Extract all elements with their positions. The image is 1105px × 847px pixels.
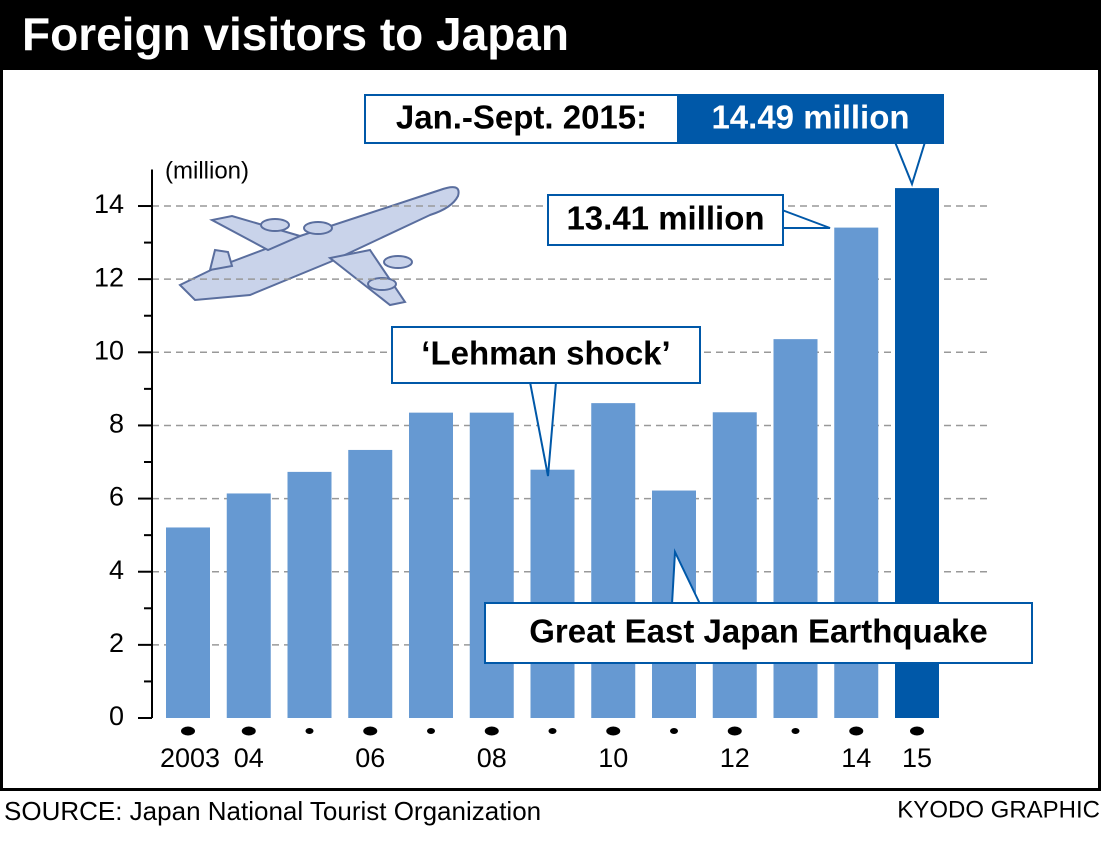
pointer bbox=[894, 141, 926, 187]
bar bbox=[469, 412, 514, 718]
bar bbox=[530, 469, 575, 718]
x-tick-dot bbox=[548, 728, 557, 734]
chart-title: Foreign visitors to Japan bbox=[22, 8, 569, 60]
bar bbox=[166, 527, 210, 718]
x-tick-dot bbox=[727, 726, 742, 736]
x-tick-dot bbox=[606, 726, 621, 736]
x-tick-label: 12 bbox=[720, 743, 750, 773]
period-annotation-box bbox=[364, 94, 679, 144]
y-tick-label: 0 bbox=[109, 701, 124, 731]
title-bar bbox=[0, 0, 1101, 70]
y-tick-label: 4 bbox=[109, 555, 124, 585]
y-tick-label: 6 bbox=[109, 482, 124, 512]
lehman-annotation-box bbox=[391, 326, 701, 384]
x-tick-label: 08 bbox=[477, 743, 507, 773]
pointer bbox=[671, 548, 701, 605]
bar bbox=[287, 471, 332, 718]
airplane bbox=[178, 186, 460, 307]
latest-annotation: 14.49 million bbox=[711, 99, 909, 136]
bar bbox=[226, 493, 271, 718]
x-tick-label: 04 bbox=[234, 743, 264, 773]
y-axis-label: (million) bbox=[165, 157, 249, 184]
y-tick-label: 8 bbox=[109, 409, 124, 439]
previous-annotation: 13.41 million bbox=[566, 200, 764, 237]
x-tick-label: 14 bbox=[841, 743, 871, 773]
bar bbox=[348, 449, 393, 718]
x-tick-dot bbox=[791, 728, 800, 734]
x-tick-dot bbox=[427, 728, 435, 734]
x-tick-dot bbox=[910, 726, 924, 736]
x-tick-label: 2003 bbox=[160, 743, 220, 773]
x-tick-dot bbox=[849, 726, 864, 736]
pointer bbox=[781, 209, 831, 229]
y-tick-label: 14 bbox=[94, 189, 124, 219]
pointer-cover bbox=[897, 141, 923, 144]
bar bbox=[712, 412, 757, 718]
x-tick-dot bbox=[670, 728, 678, 734]
source: SOURCE: Japan National Tourist Organizat… bbox=[4, 796, 541, 826]
earthquake-annotation-box bbox=[484, 602, 1033, 664]
x-tick-dot bbox=[484, 726, 499, 736]
pointer bbox=[529, 381, 557, 477]
x-tick-label: 06 bbox=[355, 743, 385, 773]
previous-annotation-box bbox=[547, 194, 784, 246]
latest-annotation-box bbox=[677, 94, 944, 144]
x-tick-label: 15 bbox=[902, 743, 932, 773]
x-tick-dot bbox=[181, 726, 195, 736]
period-annotation: Jan.-Sept. 2015: bbox=[396, 99, 647, 136]
x-tick-dot bbox=[363, 726, 378, 736]
y-tick-label: 12 bbox=[94, 262, 124, 292]
x-tick-label: 10 bbox=[598, 743, 628, 773]
bar bbox=[409, 412, 453, 718]
x-tick-dot bbox=[305, 728, 314, 734]
earthquake-annotation: Great East Japan Earthquake bbox=[529, 613, 988, 650]
lehman-annotation: ‘Lehman shock’ bbox=[421, 335, 670, 372]
x-tick-dot bbox=[241, 726, 256, 736]
y-tick-label: 10 bbox=[94, 335, 124, 365]
bar bbox=[591, 403, 636, 718]
credit: KYODO GRAPHIC bbox=[897, 796, 1100, 823]
y-tick-label: 2 bbox=[109, 628, 124, 658]
